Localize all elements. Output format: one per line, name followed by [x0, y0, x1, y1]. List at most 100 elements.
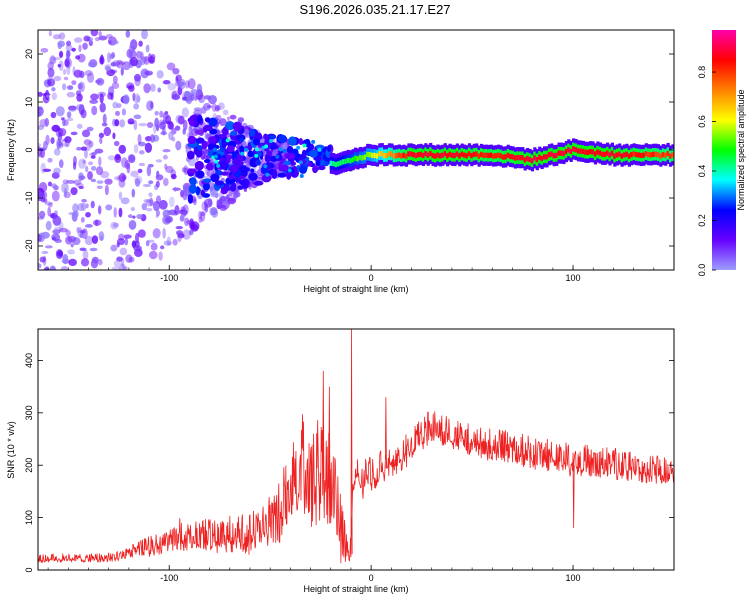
- heatmap-noise-blob: [102, 113, 107, 125]
- heatmap-x-label: Height of straight line (km): [303, 284, 408, 294]
- heatmap-signal-core: [635, 151, 639, 158]
- heatmap-noise-blob: [109, 53, 115, 60]
- heatmap-noise-blob: [148, 180, 154, 185]
- heatmap-noise-blob: [119, 172, 126, 183]
- heatmap-signal-core: [608, 152, 612, 158]
- heatmap-noise-blob: [47, 206, 52, 217]
- heatmap-signal-core: [574, 146, 578, 153]
- heatmap-noise-blob: [42, 168, 52, 172]
- heatmap-signal-core: [639, 152, 644, 159]
- heatmap-noise-blob: [128, 154, 136, 164]
- heatmap-signal-core: [526, 155, 530, 162]
- heatmap-noise-blob: [149, 134, 156, 143]
- heatmap-noise-blob: [158, 199, 168, 210]
- heatmap-noise-blob: [98, 30, 102, 37]
- heatmap-noise-blob: [154, 110, 159, 116]
- heatmap-noise-blob: [121, 174, 127, 181]
- heatmap-noise-blob: [200, 211, 206, 217]
- heatmap-y-ticks: -20 -10 0 10 20: [24, 49, 674, 253]
- heatmap-noise-blob: [122, 61, 131, 71]
- heatmap-signal-core: [521, 155, 525, 161]
- heatmap-band-peak: [275, 154, 280, 159]
- heatmap-band-blob: [312, 165, 319, 174]
- heatmap-noise-blob: [80, 109, 87, 119]
- heatmap-band-peak: [282, 148, 287, 153]
- heatmap-band-blob: [249, 157, 259, 168]
- heatmap-noise-blob: [45, 94, 50, 98]
- heatmap-noise-blob: [71, 80, 77, 86]
- heatmap-noise-blob: [38, 124, 45, 131]
- heatmap-band-blob: [203, 182, 210, 191]
- heatmap-noise-blob: [182, 208, 187, 217]
- heatmap-noise-blob: [91, 256, 99, 264]
- heatmap-signal-core: [334, 161, 338, 168]
- heatmap-signal-core: [443, 151, 447, 157]
- heatmap-noise-blob: [173, 186, 177, 192]
- heatmap-signal-core: [463, 152, 467, 158]
- heatmap-noise-blob: [75, 182, 84, 188]
- heatmap-noise-blob: [96, 77, 105, 86]
- heatmap-signal-core: [373, 152, 377, 159]
- y-tick-label: -20: [24, 239, 34, 252]
- heatmap-signal-core: [479, 151, 484, 158]
- heatmap-band-blob: [195, 170, 205, 179]
- heatmap-signal-core: [591, 149, 595, 155]
- heatmap-band-blob: [256, 159, 261, 166]
- heatmap-noise-blob: [203, 198, 213, 208]
- heatmap-noise-blob: [87, 170, 93, 180]
- heatmap-signal-core: [337, 161, 341, 167]
- heatmap-noise-blob: [43, 198, 48, 203]
- heatmap-noise-blob: [175, 74, 182, 82]
- heatmap-signal-core: [370, 152, 375, 158]
- heatmap-data: [38, 30, 674, 270]
- heatmap-signal-core: [613, 153, 617, 159]
- heatmap-band-peak: [278, 147, 283, 152]
- heatmap-noise-blob: [160, 245, 165, 250]
- heatmap-band-peak: [216, 163, 221, 168]
- heatmap-noise-blob: [129, 56, 139, 67]
- heatmap-signal-core: [351, 157, 355, 163]
- heatmap-band-blob: [218, 160, 229, 170]
- heatmap-signal-core: [366, 151, 370, 158]
- heatmap-noise-blob: [137, 168, 143, 174]
- heatmap-noise-blob: [149, 197, 154, 206]
- heatmap-signal-core: [353, 155, 358, 161]
- heatmap-band-peak: [213, 154, 218, 159]
- heatmap-noise-blob: [146, 165, 152, 177]
- colorbar-tick-label: 0.8: [697, 66, 707, 79]
- heatmap-band-blob: [196, 137, 205, 144]
- heatmap-noise-blob: [71, 47, 76, 52]
- heatmap-noise-blob: [123, 234, 132, 239]
- heatmap-signal-core: [378, 151, 382, 157]
- heatmap-signal-core: [387, 151, 392, 157]
- heatmap-band-blob: [316, 151, 323, 157]
- heatmap-noise-blob: [200, 106, 207, 114]
- heatmap-noise-blob: [141, 203, 147, 211]
- heatmap-signal-core: [329, 160, 333, 166]
- y-tick-label: 400: [24, 353, 34, 368]
- heatmap-noise-blob: [52, 229, 61, 235]
- heatmap-noise-blob: [58, 60, 64, 71]
- heatmap-noise-blob: [147, 163, 154, 168]
- heatmap-noise-blob: [283, 141, 288, 151]
- heatmap-noise-blob: [130, 170, 139, 178]
- heatmap-band-peak: [287, 168, 292, 173]
- heatmap-noise-blob: [51, 190, 60, 202]
- heatmap-noise-blob: [155, 195, 162, 204]
- heatmap-noise-blob: [132, 92, 136, 102]
- heatmap-noise-blob: [66, 91, 76, 98]
- heatmap-signal-core: [487, 152, 491, 159]
- heatmap-noise-blob: [182, 229, 191, 240]
- heatmap-noise-blob: [112, 222, 119, 228]
- heatmap-band-peak: [269, 138, 274, 143]
- heatmap-noise-blob: [98, 231, 105, 242]
- heatmap-noise-blob: [144, 142, 153, 153]
- heatmap-noise-blob: [135, 232, 140, 244]
- heatmap-noise-blob: [165, 165, 174, 174]
- heatmap-noise-blob: [51, 183, 57, 189]
- heatmap-noise-blob: [128, 219, 137, 230]
- heatmap-noise-blob: [168, 131, 174, 141]
- heatmap-noise-blob: [198, 210, 202, 219]
- heatmap-noise-blob: [78, 185, 84, 190]
- x-tick-label: 100: [566, 273, 581, 283]
